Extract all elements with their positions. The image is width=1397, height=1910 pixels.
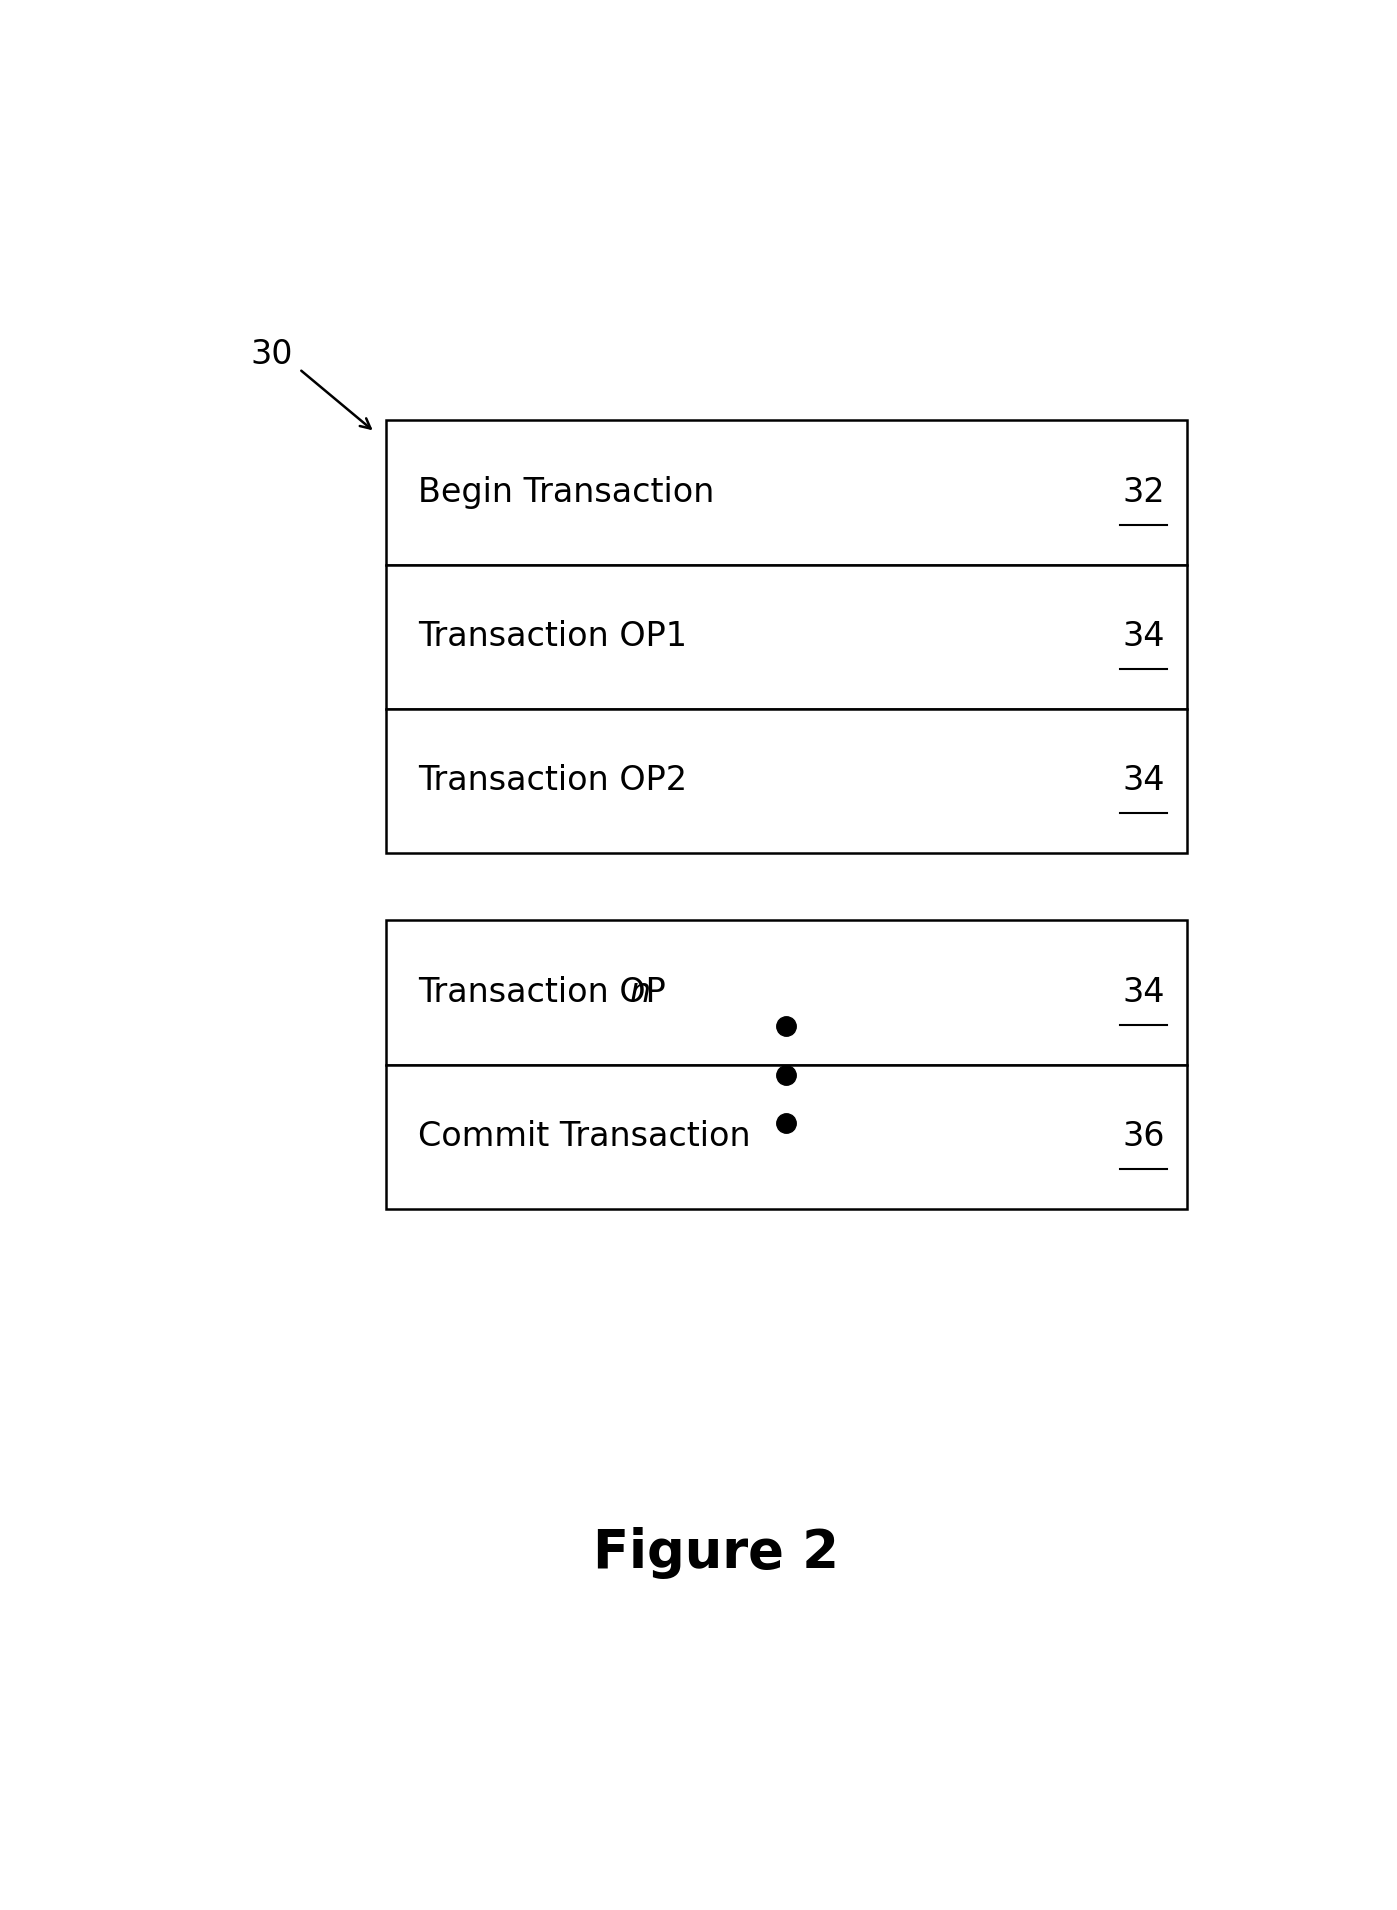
Text: 36: 36 <box>1122 1119 1165 1154</box>
Bar <box>386 709 1187 852</box>
Text: 30: 30 <box>250 338 293 371</box>
Bar <box>386 921 1187 1064</box>
Text: 34: 34 <box>1122 976 1165 1008</box>
Text: Transaction OP2: Transaction OP2 <box>418 764 687 796</box>
Text: Figure 2: Figure 2 <box>592 1526 840 1580</box>
Text: Commit Transaction: Commit Transaction <box>418 1119 750 1154</box>
Text: Transaction OP: Transaction OP <box>418 976 666 1008</box>
Text: Transaction OP1: Transaction OP1 <box>418 621 687 653</box>
Text: 34: 34 <box>1122 621 1165 653</box>
Bar <box>386 565 1187 709</box>
Bar <box>386 1064 1187 1209</box>
Bar <box>386 420 1187 565</box>
Text: 34: 34 <box>1122 764 1165 796</box>
Text: Begin Transaction: Begin Transaction <box>418 476 715 508</box>
Text: n: n <box>629 976 651 1008</box>
Text: 32: 32 <box>1122 476 1165 508</box>
